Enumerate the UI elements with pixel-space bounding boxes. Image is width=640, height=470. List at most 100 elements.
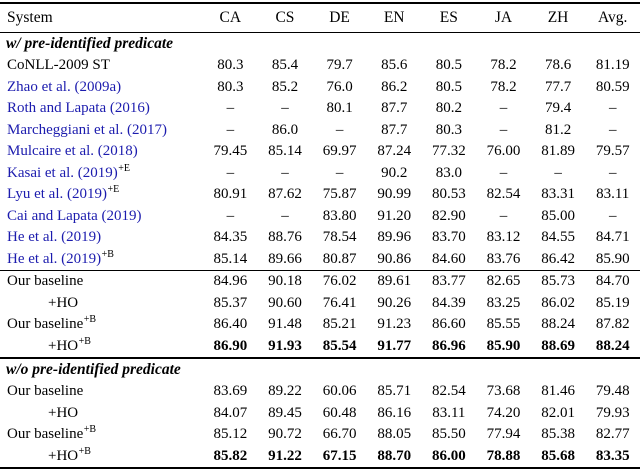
score-cell: 85.50 xyxy=(431,426,466,443)
superscript-tag: +B xyxy=(83,314,97,326)
score-cell: 89.66 xyxy=(268,250,302,267)
score-cell: 85.82 xyxy=(213,447,248,464)
score-cell: 67.15 xyxy=(322,447,357,464)
system-cell: Kasai et al. (2019)+E xyxy=(0,163,203,185)
score-cell: 85.4 xyxy=(271,57,299,74)
superscript-tag: +B xyxy=(101,248,114,260)
citation-link[interactable]: He et al. (2019) xyxy=(7,229,102,246)
score-cell: 80.5 xyxy=(435,78,462,95)
score-cell: 89.22 xyxy=(268,383,302,400)
score-cell: 85.6 xyxy=(381,57,408,74)
score-cell: 83.69 xyxy=(213,383,248,400)
score-cell: 90.72 xyxy=(268,426,302,443)
score-cell: – xyxy=(226,207,235,224)
score-cell: 76.0 xyxy=(326,78,353,95)
score-cell: – xyxy=(335,121,344,138)
score-cell: 83.12 xyxy=(486,229,521,246)
score-cell: 81.89 xyxy=(541,143,575,160)
citation-link[interactable]: Mulcaire et al. (2018) xyxy=(7,143,138,160)
table-row: +HO+B 85.82 91.22 67.15 88.70 86.00 78.88 85.68… xyxy=(0,446,640,469)
score-cell: 86.96 xyxy=(431,337,466,354)
score-cell: 76.02 xyxy=(322,273,357,290)
system-cell: Lyu et al. (2019)+E xyxy=(0,184,203,206)
system-cell: Our baseline+B xyxy=(0,314,203,336)
system-cell: Our baseline xyxy=(0,271,203,293)
table-row: Mulcaire et al. (2018) 79.45 85.14 69.97 87.… xyxy=(0,141,640,163)
score-cell: 76.00 xyxy=(486,143,521,160)
score-cell: – xyxy=(499,164,508,181)
score-cell: 88.70 xyxy=(377,447,412,464)
table-row: Cai and Lapata (2019) – – 83.80 91.20 82.90 – 8… xyxy=(0,206,640,228)
score-cell: 83.35 xyxy=(595,447,630,464)
section-header-row: w/ pre-identified predicate xyxy=(0,33,640,56)
score-cell: – xyxy=(281,164,289,181)
score-cell: 85.14 xyxy=(268,143,302,160)
score-cell: 84.55 xyxy=(541,229,575,246)
score-cell: – xyxy=(499,100,508,117)
score-cell: 80.1 xyxy=(326,100,353,117)
score-cell: 84.60 xyxy=(431,250,466,267)
score-cell: 83.76 xyxy=(486,250,521,267)
score-cell: 85.71 xyxy=(377,383,412,400)
score-cell: 88.05 xyxy=(377,426,412,443)
score-cell: 85.37 xyxy=(213,294,248,311)
system-label: +HO xyxy=(48,447,79,464)
citation-link[interactable]: Marcheggiani et al. (2017) xyxy=(7,121,167,138)
table-row: Kasai et al. (2019)+E – – – 90.2 83.0 – – – xyxy=(0,163,640,185)
citation-link[interactable]: Zhao et al. (2009a) xyxy=(7,78,122,95)
score-cell: – xyxy=(226,100,235,117)
table-row: Lyu et al. (2019)+E 80.91 87.62 75.87 90.99 8… xyxy=(0,184,640,206)
score-cell: 69.97 xyxy=(322,143,357,160)
score-cell: 77.94 xyxy=(486,426,521,443)
score-cell: 90.18 xyxy=(268,273,302,290)
score-cell: 90.60 xyxy=(268,294,302,311)
column-header-de: DE xyxy=(312,3,367,33)
superscript-tag: +E xyxy=(118,162,131,174)
score-cell: 87.62 xyxy=(268,186,302,203)
citation-link[interactable]: Roth and Lapata (2016) xyxy=(7,100,150,117)
score-cell: – xyxy=(226,164,235,181)
system-label: +HO xyxy=(48,294,79,311)
table-row: CoNLL-2009 ST 80.3 85.4 79.7 85.6 80.5 78.2 78.… xyxy=(0,55,640,77)
score-cell: 87.82 xyxy=(595,316,630,333)
system-label: Our baseline xyxy=(7,316,84,333)
column-header-avg: Avg. xyxy=(585,3,640,33)
table-row: Zhao et al. (2009a) 80.3 85.2 76.0 86.2 80.5 7… xyxy=(0,77,640,99)
score-cell: 91.93 xyxy=(268,337,302,354)
system-cell: Cai and Lapata (2019) xyxy=(0,206,203,228)
score-cell: 80.3 xyxy=(217,57,244,74)
score-cell: 83.77 xyxy=(431,273,466,290)
score-cell: 73.68 xyxy=(486,383,521,400)
score-cell: 84.39 xyxy=(431,294,466,311)
score-cell: 60.48 xyxy=(322,404,357,421)
score-cell: 81.2 xyxy=(544,121,572,138)
score-cell: 80.91 xyxy=(213,186,248,203)
score-cell: 90.26 xyxy=(377,294,412,311)
citation-link[interactable]: Lyu et al. (2019) xyxy=(7,186,107,203)
system-label: Our baseline xyxy=(7,273,84,290)
score-cell: 83.0 xyxy=(435,164,462,181)
score-cell: 79.93 xyxy=(595,404,630,421)
score-cell: 85.21 xyxy=(322,316,357,333)
score-cell: – xyxy=(554,164,562,181)
table-row: He et al. (2019) 84.35 88.76 78.54 89.96 83.7… xyxy=(0,227,640,249)
score-cell: 84.71 xyxy=(595,229,630,246)
system-cell: Our baseline xyxy=(0,381,203,403)
score-cell: 86.60 xyxy=(431,316,466,333)
citation-link[interactable]: Kasai et al. (2019) xyxy=(7,164,118,181)
score-cell: 66.70 xyxy=(322,426,357,443)
citation-link[interactable]: He et al. (2019) xyxy=(7,250,102,267)
score-cell: 89.96 xyxy=(377,229,412,246)
score-cell: 85.68 xyxy=(541,447,575,464)
citation-link[interactable]: Cai and Lapata (2019) xyxy=(7,207,142,224)
section-group: Our baseline 84.96 90.18 76.02 89.61 83.77 82.… xyxy=(0,270,640,359)
score-cell: 81.46 xyxy=(541,383,575,400)
system-label: Our baseline xyxy=(7,383,84,400)
table-row: Roth and Lapata (2016) – – 80.1 87.7 80.2 – 79.… xyxy=(0,98,640,120)
score-cell: 90.99 xyxy=(377,186,412,203)
score-cell: 85.90 xyxy=(595,250,630,267)
score-cell: 87.7 xyxy=(381,121,408,138)
column-header-es: ES xyxy=(421,3,477,33)
score-cell: 78.88 xyxy=(486,447,521,464)
